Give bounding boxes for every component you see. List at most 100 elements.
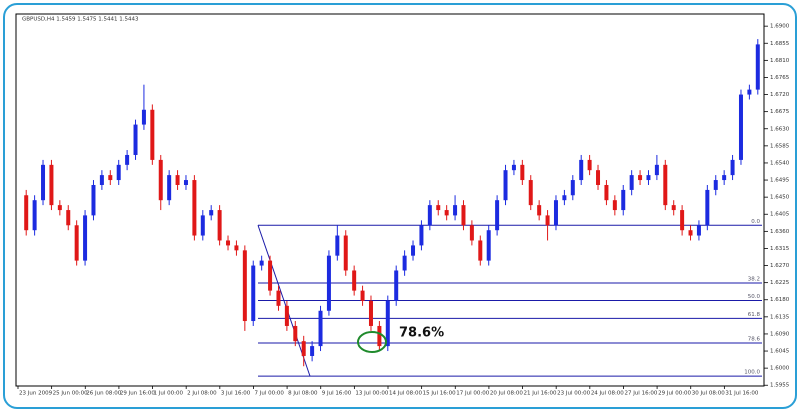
candle-body: [629, 175, 634, 190]
candle-body: [503, 170, 508, 201]
candle-body: [242, 250, 247, 322]
candle-body: [453, 205, 458, 216]
x-tick-label: 3 Jul 16:00: [221, 391, 251, 397]
y-tick-label: 1.6045: [770, 349, 790, 355]
candle-body: [276, 290, 281, 306]
candle-body: [284, 305, 289, 326]
candle-body: [343, 235, 348, 271]
candle-body: [579, 159, 584, 181]
y-tick-label: 1.6270: [770, 263, 790, 269]
x-tick-label: 20 Jul 08:00: [490, 391, 523, 397]
x-tick-label: 31 Jul 16:00: [725, 391, 758, 397]
x-tick-label: 13 Jul 00:00: [355, 391, 388, 397]
y-tick-label: 1.5955: [770, 383, 790, 389]
candle-body: [419, 225, 424, 246]
candle-body: [553, 200, 558, 226]
x-tick-label: 21 Jul 16:00: [524, 391, 557, 397]
candle-body: [469, 225, 474, 241]
candle-body: [360, 290, 365, 301]
candle-body: [150, 109, 155, 160]
candle-body: [108, 175, 113, 181]
candle-body: [705, 189, 710, 226]
candle-body: [32, 200, 37, 231]
candle-body: [612, 200, 617, 211]
fib-trend-line: [257, 225, 311, 377]
y-tick-label: 1.6225: [770, 280, 790, 286]
candle-body: [738, 94, 743, 160]
candle-body: [570, 180, 575, 196]
candle-body: [427, 205, 432, 226]
candle-body: [318, 310, 323, 347]
candle-body: [596, 170, 601, 185]
y-tick-label: 1.6855: [770, 41, 790, 47]
fib-level-label: 100.0: [744, 370, 760, 376]
y-tick-label: 1.6540: [770, 160, 790, 166]
candle-body: [200, 215, 205, 236]
candle-body: [680, 210, 685, 231]
y-tick-label: 1.6360: [770, 229, 790, 235]
candle-body: [41, 164, 46, 201]
x-tick-label: 27 Jul 16:00: [624, 391, 657, 397]
candle-body: [688, 230, 693, 236]
x-tick-label: 14 Jul 08:00: [389, 391, 422, 397]
x-tick-label: 29 Jun 16:00: [120, 391, 155, 397]
x-tick-label: 9 Jul 16:00: [322, 391, 352, 397]
x-tick-label: 26 Jun 08:00: [86, 391, 121, 397]
candle-body: [268, 260, 273, 291]
y-tick-label: 1.6630: [770, 126, 790, 132]
candle-body: [99, 175, 104, 185]
candle-body: [310, 346, 315, 356]
x-tick-label: 2 Jul 08:00: [187, 391, 217, 397]
candle-body: [91, 184, 96, 216]
candle-body: [385, 300, 390, 347]
candle-body: [461, 205, 466, 226]
x-tick-label: 1 Jul 00:00: [154, 391, 184, 397]
candle-body: [511, 164, 516, 171]
candle-body: [587, 159, 592, 171]
candle-body: [663, 164, 668, 206]
candle-body: [83, 215, 88, 261]
highlight-circle: [357, 331, 387, 353]
candle-body: [335, 235, 340, 256]
candle-body: [528, 180, 533, 206]
x-tick-label: 29 Jul 00:00: [658, 391, 691, 397]
candle-body: [545, 215, 550, 226]
candle-body: [226, 240, 231, 246]
candle-body: [209, 210, 214, 216]
chart-title: GBPUSD,H4 1.5459 1.5475 1.5441 1.5443: [22, 17, 139, 23]
candle-body: [722, 175, 727, 181]
candle-body: [251, 265, 256, 322]
fib-level-label: 50.0: [748, 294, 761, 300]
candle-body: [234, 245, 239, 251]
x-tick-label: 30 Jul 08:00: [692, 391, 725, 397]
candle-body: [671, 205, 676, 211]
candle-body: [175, 175, 180, 185]
candle-body: [74, 225, 79, 261]
x-tick-label: 23 Jul 00:00: [557, 391, 590, 397]
candle-body: [495, 200, 500, 231]
candle-body: [755, 44, 760, 90]
plot-area: [15, 13, 765, 387]
candle-body: [394, 270, 399, 301]
y-tick-label: 1.6000: [770, 366, 790, 372]
candle-body: [217, 210, 222, 241]
y-tick-label: 1.6090: [770, 331, 790, 337]
y-tick-label: 1.6765: [770, 75, 790, 81]
candle-body: [621, 189, 626, 211]
x-tick-label: 15 Jul 16:00: [423, 391, 456, 397]
candle-body: [478, 240, 483, 261]
candle-body: [377, 325, 382, 347]
x-tick-label: 24 Jul 08:00: [591, 391, 624, 397]
candle-body: [141, 109, 146, 125]
candle-body: [368, 300, 373, 326]
y-tick-label: 1.6135: [770, 314, 790, 320]
fib-level-label: 38.2: [748, 277, 760, 283]
y-tick-label: 1.6450: [770, 195, 790, 201]
y-tick-label: 1.6675: [770, 109, 790, 115]
y-tick-label: 1.6585: [770, 143, 790, 149]
candle-body: [646, 175, 651, 181]
candle-body: [24, 195, 29, 231]
candle-body: [444, 210, 449, 216]
